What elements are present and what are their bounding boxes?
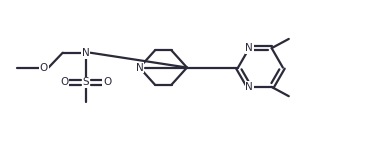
Text: N: N	[245, 43, 253, 53]
Text: O: O	[60, 77, 68, 87]
Text: N: N	[136, 62, 143, 72]
Text: N: N	[245, 82, 253, 92]
Text: O: O	[103, 77, 111, 87]
Text: N: N	[82, 48, 90, 58]
Text: S: S	[82, 77, 89, 87]
Text: O: O	[40, 62, 48, 72]
